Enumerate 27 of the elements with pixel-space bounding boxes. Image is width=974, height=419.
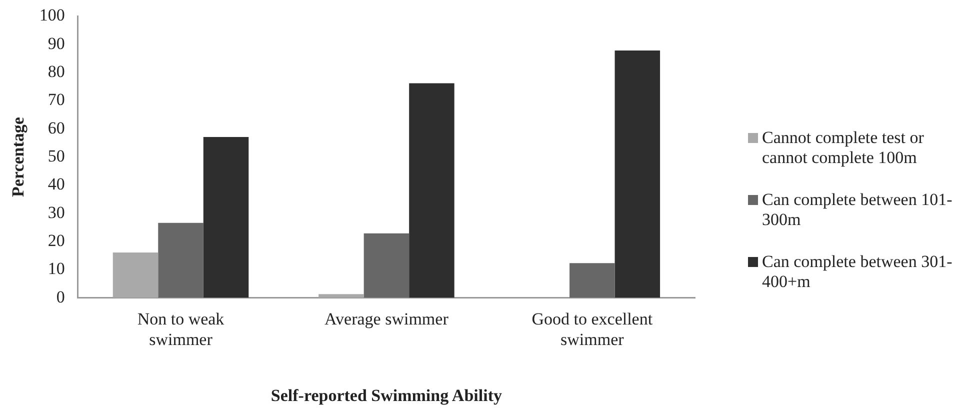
y-tick-label: 30 [48, 202, 65, 222]
y-tick-label: 90 [48, 34, 65, 53]
y-tick-label: 0 [56, 287, 65, 306]
x-tick-label: Average swimmer [324, 309, 449, 328]
legend-label: Can complete between 301-400+m [762, 252, 954, 292]
bar [570, 263, 615, 298]
bar [409, 83, 454, 298]
x-tick-label: Good to excellent swimmer [532, 309, 653, 349]
x-axis-title: Self-reported Swimming Ability [270, 386, 502, 406]
bar [158, 222, 204, 298]
legend-label: Can complete between 101-300m [762, 190, 954, 230]
y-tick-label: 70 [48, 90, 65, 110]
bar [614, 50, 660, 298]
y-tick-label: 40 [48, 174, 65, 194]
bar [318, 294, 364, 298]
y-tick-label: 100 [39, 6, 65, 25]
y-tick-label: 10 [48, 259, 65, 278]
legend-label: Cannot complete test or cannot complete 100m [762, 128, 925, 168]
y-axis-title: Percentage [8, 116, 28, 197]
y-tick-label: 80 [48, 62, 65, 81]
y-tick-label: 20 [48, 230, 65, 250]
x-tick-label: Non to weak swimmer [137, 309, 225, 349]
bar [112, 252, 158, 298]
bar [364, 233, 410, 298]
bar [203, 137, 249, 298]
y-tick-label: 50 [48, 146, 65, 166]
y-tick-label: 60 [48, 118, 65, 138]
